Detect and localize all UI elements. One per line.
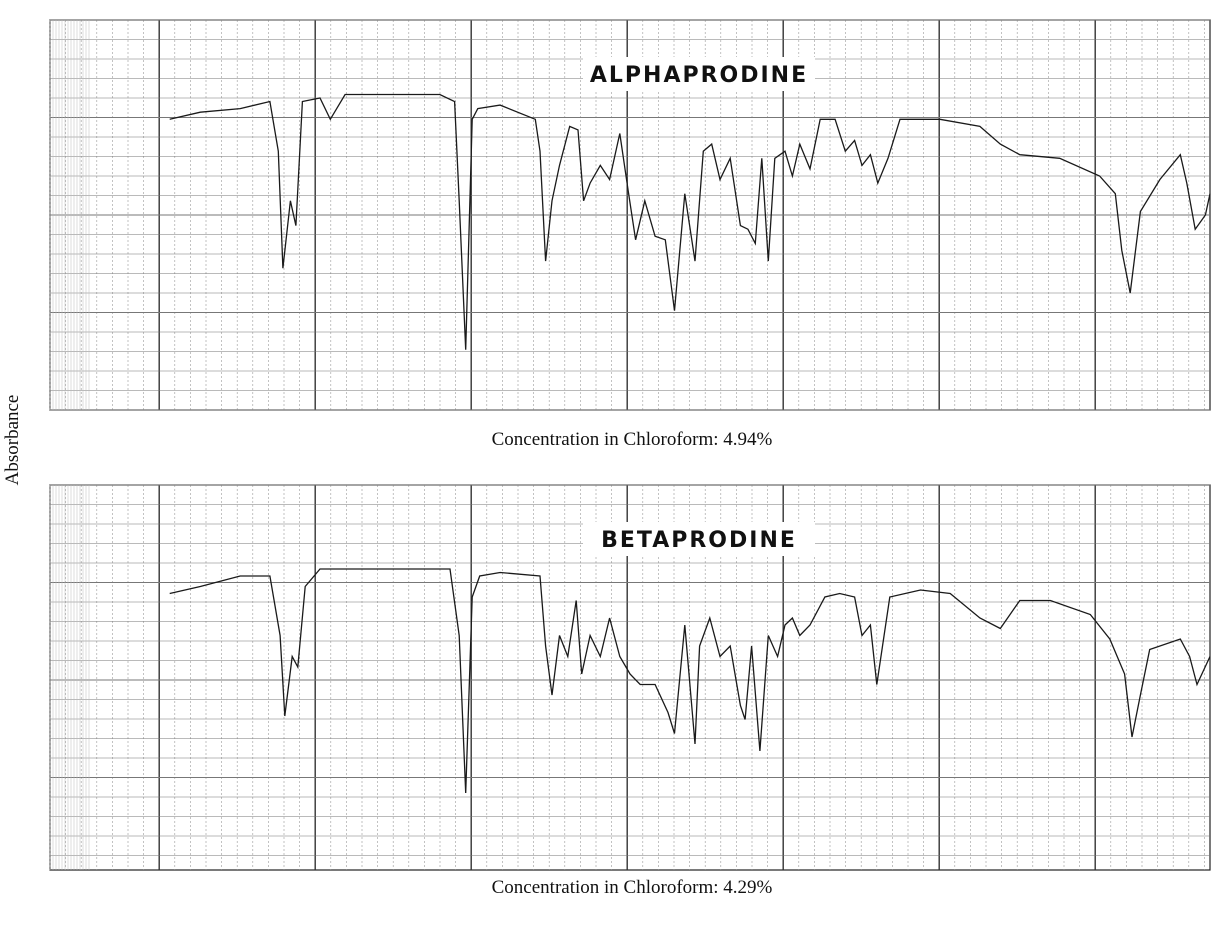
chart-title: ALPHAPRODINE (590, 63, 808, 88)
spectrum-line (169, 568, 1211, 794)
y-axis-label: Absorbance (2, 395, 23, 486)
caption: Concentration in Chloroform: 4.94% (492, 429, 773, 450)
title-box (583, 57, 815, 91)
caption: Concentration in Chloroform: 4.29% (492, 877, 773, 898)
title-box (583, 522, 815, 556)
chart-title: BETAPRODINE (601, 528, 797, 553)
spectrum-line (169, 93, 1211, 350)
